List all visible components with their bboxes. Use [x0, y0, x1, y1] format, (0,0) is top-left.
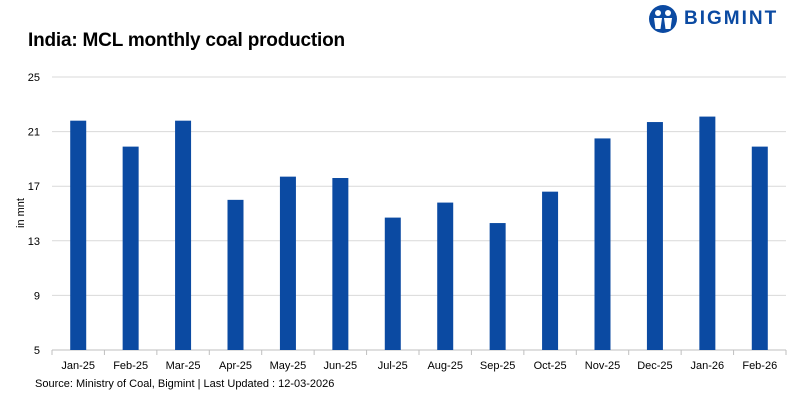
- y-tick-label: 25: [28, 72, 40, 84]
- brand-name: BIGMINT: [684, 8, 779, 29]
- x-tick-label: Jul-25: [378, 360, 408, 372]
- y-tick-label: 17: [28, 181, 40, 193]
- x-tick-label: Aug-25: [427, 360, 462, 372]
- brand-logo[interactable]: BIGMINT: [648, 4, 778, 34]
- bars: [70, 116, 768, 351]
- bar-jan-26: [699, 116, 716, 351]
- x-tick-label: May-25: [270, 360, 307, 372]
- x-tick-label: Sep-25: [480, 360, 515, 372]
- x-tick-label: Oct-25: [534, 360, 567, 372]
- bar-feb-25: [122, 146, 139, 350]
- bar-oct-25: [542, 191, 559, 350]
- x-tick-label: Apr-25: [219, 360, 252, 372]
- x-tick-label: Dec-25: [637, 360, 672, 372]
- y-tick-label: 5: [34, 345, 40, 357]
- bar-dec-25: [646, 122, 663, 350]
- x-tick-label: Jan-25: [61, 360, 95, 372]
- x-tick-label: Feb-26: [742, 360, 777, 372]
- bar-sep-25: [489, 223, 506, 350]
- y-tick-label: 9: [34, 290, 40, 302]
- x-tick-label: Feb-25: [113, 360, 148, 372]
- grid-lines: [52, 76, 786, 351]
- bar-jul-25: [384, 217, 401, 350]
- y-tick-label: 21: [28, 127, 40, 139]
- bar-mar-25: [175, 120, 192, 351]
- bar-jun-25: [332, 178, 349, 350]
- bar-may-25: [279, 176, 296, 350]
- bar-feb-26: [751, 146, 768, 350]
- source-note: Source: Ministry of Coal, Bigmint | Last…: [35, 378, 335, 390]
- x-tick-label: Mar-25: [166, 360, 201, 372]
- bar-jan-25: [70, 120, 87, 351]
- y-tick-label: 13: [28, 236, 40, 248]
- x-tick-label: Jan-26: [691, 360, 725, 372]
- bar-apr-25: [227, 199, 244, 350]
- bigmint-people-icon: [649, 5, 677, 33]
- chart-title: India: MCL monthly coal production: [28, 30, 345, 51]
- axes: 5 9 13 17 21 25 Jan-25 Feb-25 Mar-25 Apr-25 May-25…: [28, 72, 787, 372]
- x-tick-label: Nov-25: [585, 360, 620, 372]
- bar-nov-25: [594, 138, 611, 350]
- x-tick-label: Jun-25: [324, 360, 358, 372]
- bar-aug-25: [437, 202, 454, 350]
